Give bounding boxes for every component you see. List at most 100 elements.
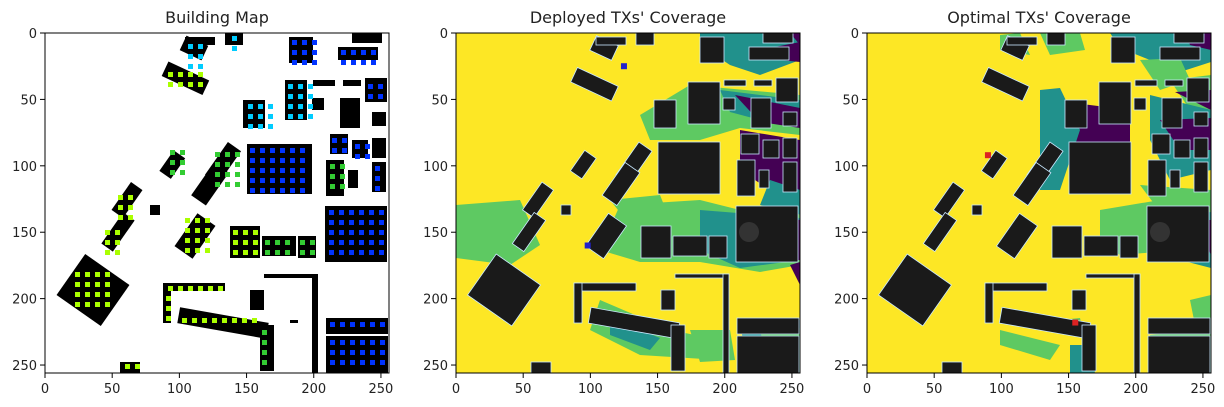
tx-candidate-marker xyxy=(166,296,171,301)
tx-candidate-marker xyxy=(342,148,347,153)
tx-candidate-marker xyxy=(232,36,237,41)
tx-candidate-marker xyxy=(361,50,366,55)
tx-candidate-marker xyxy=(368,84,373,89)
tx-candidate-marker xyxy=(188,82,193,87)
tx-candidate-marker xyxy=(339,220,344,225)
x-tick-label: 150 xyxy=(234,382,259,397)
x-tick-label: 250 xyxy=(780,382,805,397)
y-tick-label: 250 xyxy=(423,359,448,374)
tx-candidate-marker xyxy=(258,124,263,129)
tx-candidate-marker xyxy=(312,50,317,55)
tx-candidate-marker xyxy=(262,350,267,355)
tx-candidate-marker xyxy=(290,188,295,193)
tx-candidate-marker xyxy=(329,220,334,225)
tx-candidate-marker xyxy=(250,158,255,163)
tx-candidate-marker xyxy=(180,170,185,175)
tx-candidate-marker xyxy=(288,84,293,89)
y-tick-label: 200 xyxy=(423,293,448,308)
y-tick-label: 50 xyxy=(431,93,448,108)
tx-candidate-marker xyxy=(361,60,366,65)
tx-candidate-marker xyxy=(330,340,335,345)
x-tick-label: 50 xyxy=(926,382,943,397)
tx-candidate-marker xyxy=(270,168,275,173)
tx-candidate-marker xyxy=(195,218,200,223)
optimal-coverage-image xyxy=(867,33,1211,373)
tx-candidate-marker xyxy=(118,215,123,220)
tx-candidate-marker xyxy=(340,174,345,179)
tx-candidate-marker xyxy=(260,188,265,193)
panel-2-frame xyxy=(455,32,801,374)
tx-candidate-marker xyxy=(270,188,275,193)
tx-candidate-marker xyxy=(340,360,345,365)
tx-candidate-marker xyxy=(300,178,305,183)
tx-candidate-marker xyxy=(280,148,285,153)
tx-candidate-marker xyxy=(195,238,200,243)
tx-candidate-marker xyxy=(105,230,110,235)
tx-candidate-marker xyxy=(248,124,253,129)
tx-candidate-marker xyxy=(280,188,285,193)
tx-candidate-marker xyxy=(168,72,173,77)
tx-candidate-marker xyxy=(380,360,385,365)
tx-candidate-marker xyxy=(365,154,370,159)
tx-candidate-marker xyxy=(308,104,313,109)
tx-candidate-marker xyxy=(359,250,364,255)
tx-candidate-marker xyxy=(85,302,90,307)
tx-candidate-marker xyxy=(128,215,133,220)
tx-candidate-marker xyxy=(260,158,265,163)
y-tick-label: 200 xyxy=(12,293,37,308)
tx-candidate-marker xyxy=(253,250,258,255)
tx-candidate-marker xyxy=(243,230,248,235)
tx-candidate-marker xyxy=(308,114,313,119)
tx-candidate-marker xyxy=(125,364,130,369)
tx-candidate-marker xyxy=(339,210,344,215)
tx-candidate-marker xyxy=(332,148,337,153)
tx-candidate-marker xyxy=(339,250,344,255)
tx-candidate-marker xyxy=(380,322,385,327)
tx-candidate-marker xyxy=(340,340,345,345)
panel-deployed-coverage: Deployed TXs' Coverage xyxy=(423,8,804,397)
tx-candidate-marker xyxy=(268,124,273,129)
tx-candidate-marker xyxy=(250,168,255,173)
panel-1-frame xyxy=(44,32,390,374)
tx-candidate-marker xyxy=(178,286,183,291)
tx-candidate-marker xyxy=(292,60,297,65)
tx-candidate-marker xyxy=(185,238,190,243)
tx-candidate-marker xyxy=(330,164,335,169)
tx-candidate-marker xyxy=(375,166,380,171)
tx-marker xyxy=(984,152,991,159)
tx-candidate-marker xyxy=(188,286,193,291)
tx-candidate-marker xyxy=(105,272,110,277)
tx-candidate-marker xyxy=(300,250,305,255)
tx-candidate-marker xyxy=(215,172,220,177)
tx-candidate-marker xyxy=(198,44,203,49)
tx-candidate-marker xyxy=(371,60,376,65)
tx-candidate-marker xyxy=(95,292,100,297)
tx-candidate-marker xyxy=(118,205,123,210)
tx-candidate-marker xyxy=(370,340,375,345)
tx-candidate-marker xyxy=(185,248,190,253)
y-tick-label: 50 xyxy=(20,93,37,108)
tx-candidate-marker xyxy=(215,152,220,157)
tx-candidate-marker xyxy=(180,150,185,155)
tx-candidate-marker xyxy=(260,148,265,153)
tx-candidate-marker xyxy=(298,104,303,109)
tx-candidate-marker xyxy=(198,54,203,59)
tx-candidate-marker xyxy=(233,250,238,255)
tx-candidate-marker xyxy=(288,114,293,119)
tx-candidate-marker xyxy=(265,240,270,245)
panel-3-title: Optimal TXs' Coverage xyxy=(947,8,1131,27)
tx-candidate-marker xyxy=(300,168,305,173)
tx-candidate-marker xyxy=(253,240,258,245)
tx-candidate-marker xyxy=(205,238,210,243)
tx-candidate-marker xyxy=(215,182,220,187)
tx-candidate-marker xyxy=(115,230,120,235)
tx-candidate-marker xyxy=(268,114,273,119)
tx-candidate-marker xyxy=(205,248,210,253)
tx-candidate-marker xyxy=(258,114,263,119)
panel-building-map: Building Map xyxy=(12,8,393,397)
tx-candidate-marker xyxy=(298,114,303,119)
tx-candidate-marker xyxy=(312,60,317,65)
tx-candidate-marker xyxy=(225,172,230,177)
tx-candidate-marker xyxy=(280,178,285,183)
tx-candidate-marker xyxy=(118,195,123,200)
